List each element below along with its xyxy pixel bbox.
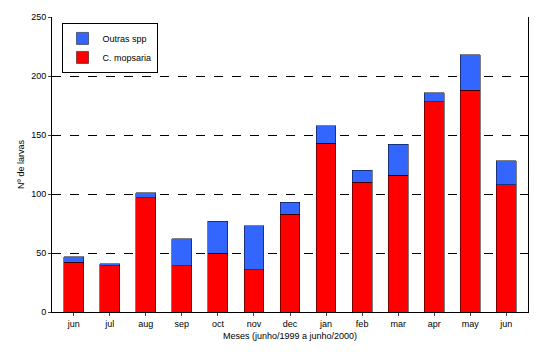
svg-text:feb: feb — [356, 319, 369, 329]
svg-text:jan: jan — [319, 319, 332, 329]
svg-text:Meses (junho/1999 a junho/2000: Meses (junho/1999 a junho/2000) — [223, 331, 357, 341]
svg-text:aug: aug — [138, 319, 153, 329]
svg-text:sep: sep — [175, 319, 190, 329]
svg-text:mar: mar — [390, 319, 406, 329]
svg-text:0: 0 — [41, 307, 46, 317]
svg-text:C. mopsaria: C. mopsaria — [103, 53, 152, 63]
svg-text:jun: jun — [67, 319, 80, 329]
svg-text:50: 50 — [36, 248, 46, 258]
svg-text:200: 200 — [31, 71, 46, 81]
svg-text:Nº de larvas: Nº de larvas — [16, 140, 26, 189]
svg-text:100: 100 — [31, 189, 46, 199]
svg-text:nov: nov — [247, 319, 262, 329]
svg-text:oct: oct — [212, 319, 225, 329]
svg-text:250: 250 — [31, 12, 46, 22]
svg-text:150: 150 — [31, 130, 46, 140]
svg-text:jun: jun — [499, 319, 512, 329]
svg-text:apr: apr — [428, 319, 441, 329]
svg-text:jul: jul — [104, 319, 114, 329]
svg-text:may: may — [462, 319, 480, 329]
svg-text:dec: dec — [283, 319, 298, 329]
svg-text:Outras spp: Outras spp — [103, 34, 147, 44]
